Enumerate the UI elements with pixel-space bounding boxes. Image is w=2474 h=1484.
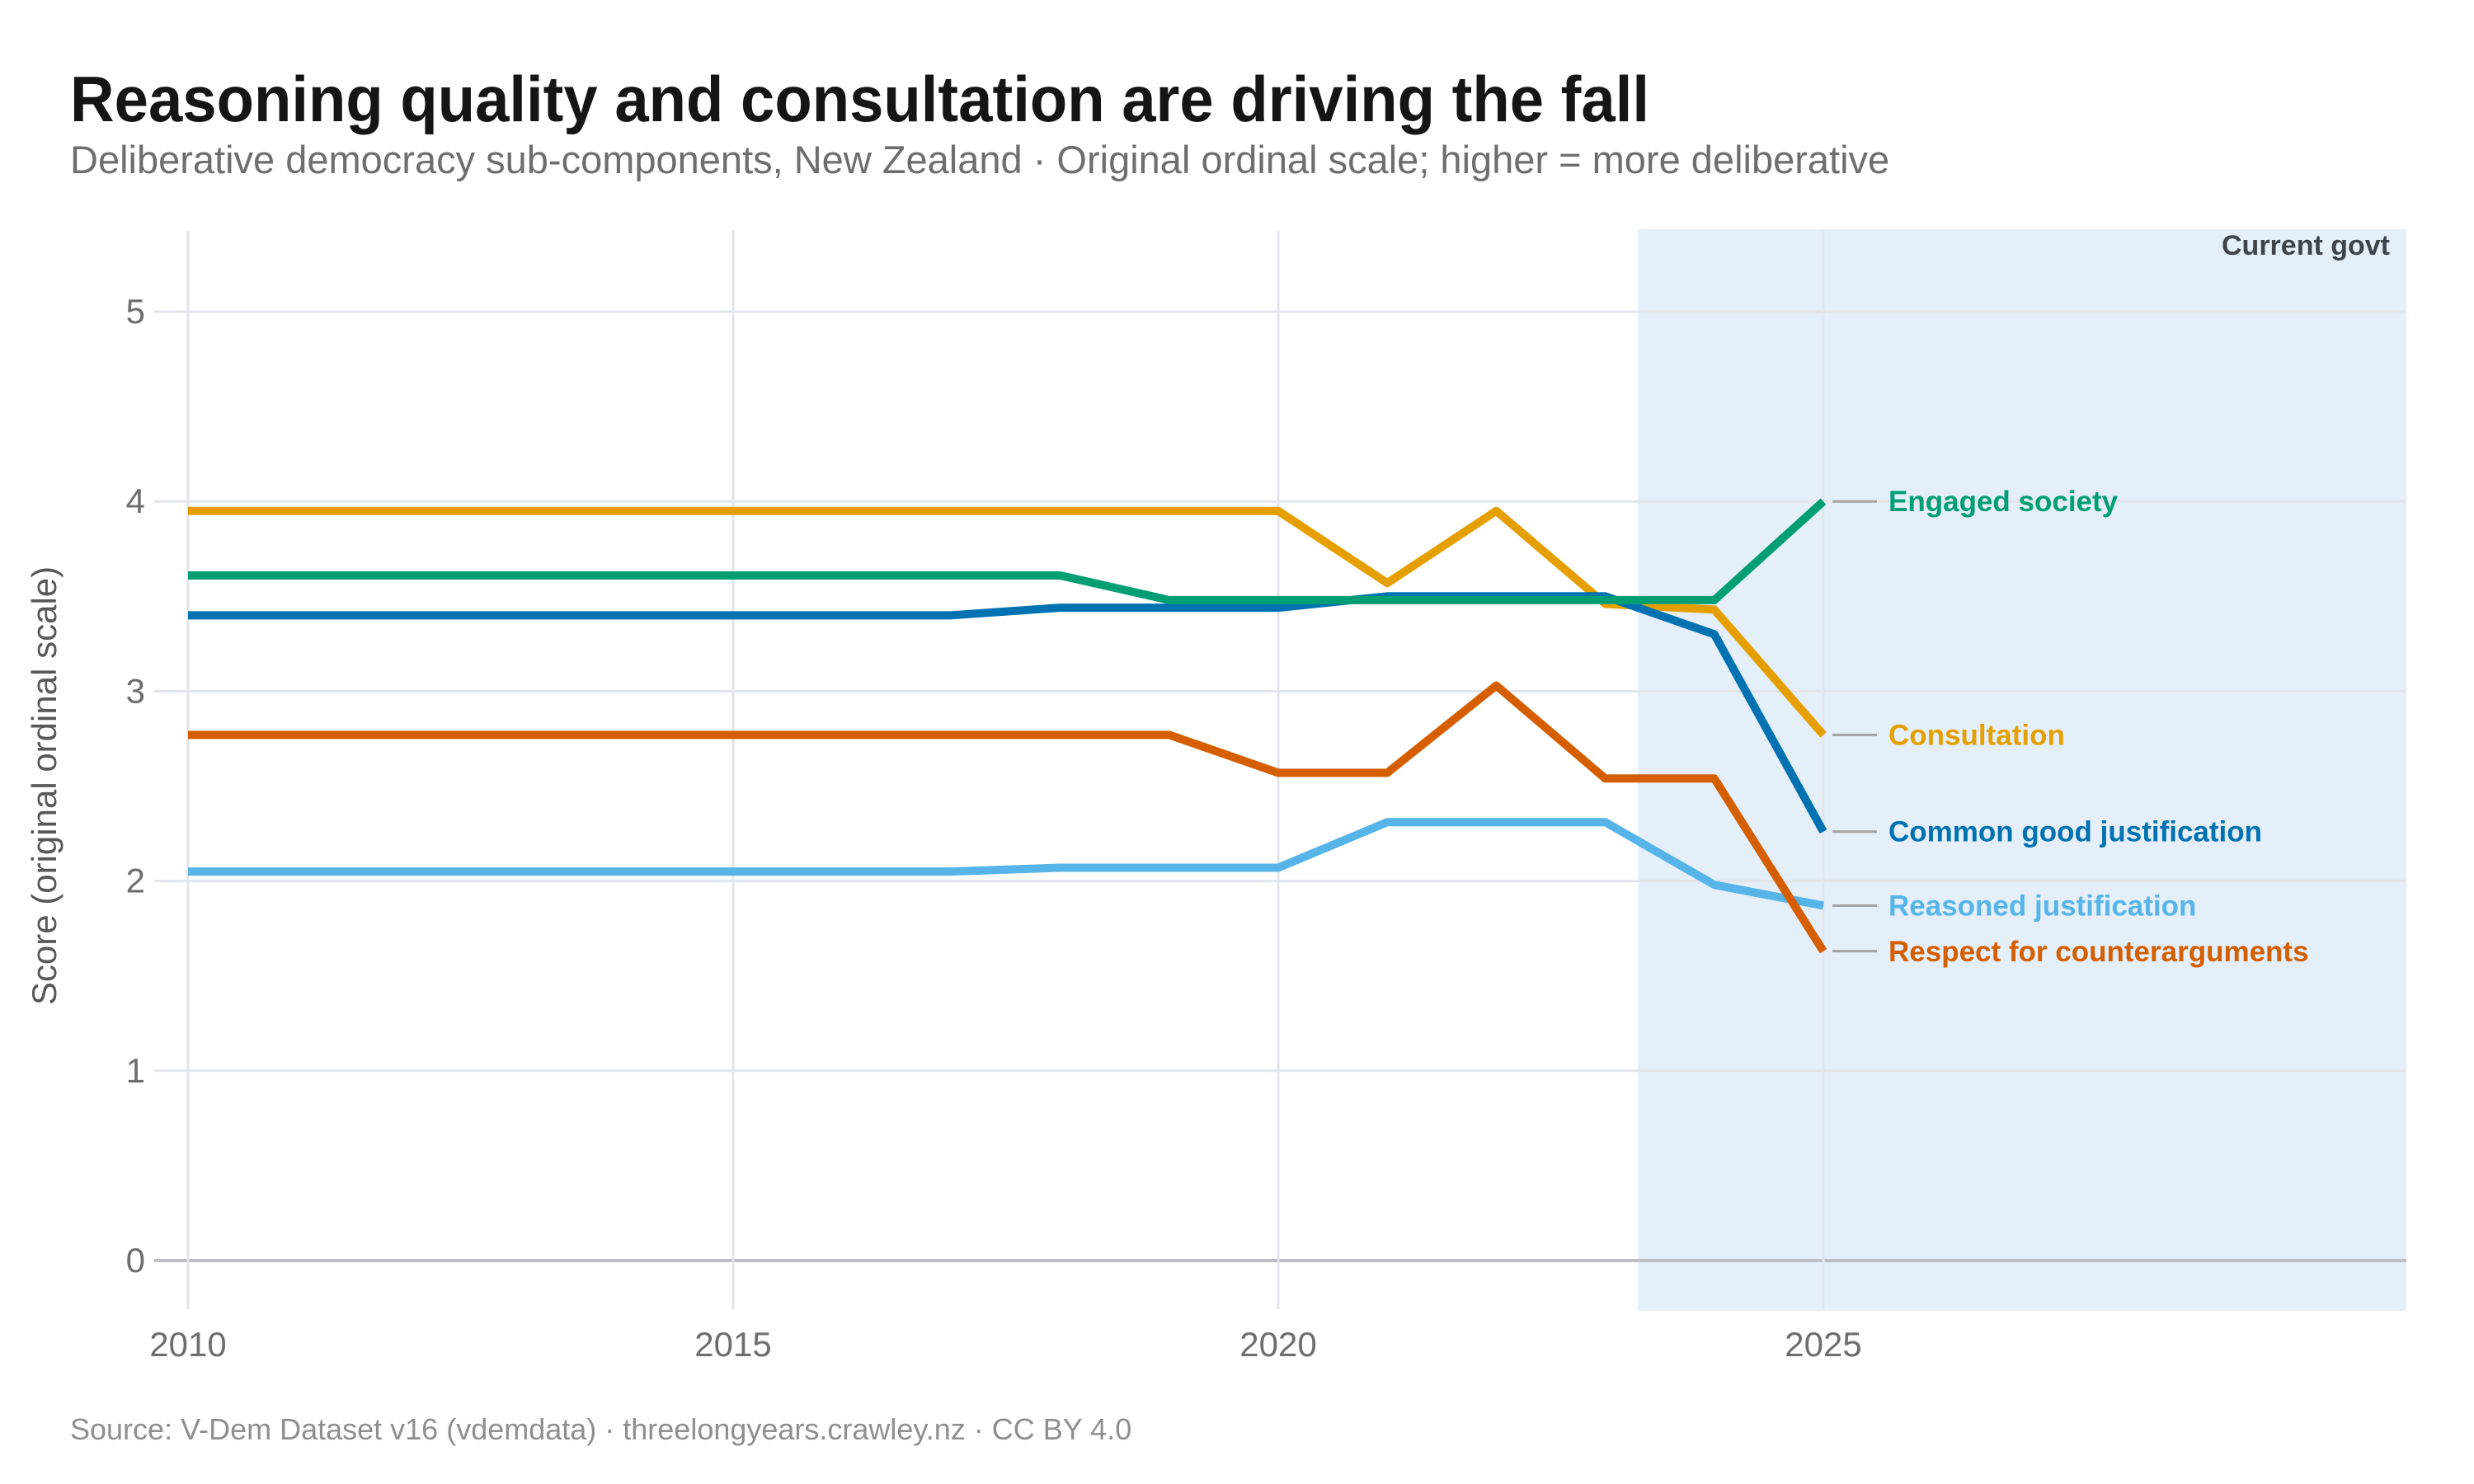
series-line-respect-for-counterarguments bbox=[188, 681, 1827, 954]
y-tick-label-4: 4 bbox=[126, 481, 145, 520]
series-label-respect-for-counterarguments: Respect for counterarguments bbox=[1888, 936, 2309, 968]
page-subtitle: Deliberative democracy sub-components, N… bbox=[70, 138, 1889, 181]
series-label-group: Engaged society Consultation Common good j… bbox=[1832, 486, 2309, 968]
series-label-engaged-society: Engaged society bbox=[1888, 486, 2119, 518]
series-label-common-good-justification: Common good justification bbox=[1888, 816, 2262, 848]
y-tick-label-3: 3 bbox=[126, 671, 145, 710]
series-group bbox=[188, 498, 1827, 954]
current-govt-band bbox=[1638, 229, 2406, 1311]
source-credit: Source: V-Dem Dataset v16 (vdemdata) · t… bbox=[70, 1412, 1131, 1446]
x-tick-label-2010: 2010 bbox=[149, 1325, 226, 1364]
series-label-reasoned-justification: Reasoned justification bbox=[1888, 890, 2196, 923]
series-line-common-good-justification bbox=[188, 592, 1827, 834]
y-tick-label-0: 0 bbox=[126, 1241, 145, 1280]
y-tick-label-2: 2 bbox=[126, 862, 145, 900]
series-line-reasoned-justification bbox=[188, 818, 1824, 910]
x-tick-label-2025: 2025 bbox=[1785, 1325, 1861, 1364]
y-tick-label-5: 5 bbox=[126, 292, 145, 331]
highlight-band-group bbox=[1638, 229, 2406, 1311]
axis-tick-group: 2010 2015 2020 2025 0 1 2 3 4 5 bbox=[126, 292, 1862, 1364]
current-govt-annotation: Current govt bbox=[2222, 230, 2390, 261]
series-line-consultation bbox=[188, 506, 1827, 738]
grid-group bbox=[154, 231, 2406, 1309]
series-label-consultation: Consultation bbox=[1888, 719, 2065, 751]
y-tick-label-1: 1 bbox=[126, 1051, 145, 1090]
page-title: Reasoning quality and consultation are d… bbox=[70, 63, 1649, 135]
series-line-engaged-society bbox=[188, 498, 1827, 604]
y-axis-title: Score (original ordinal scale) bbox=[25, 566, 63, 1005]
x-tick-label-2020: 2020 bbox=[1239, 1325, 1316, 1364]
x-tick-label-2015: 2015 bbox=[694, 1325, 771, 1364]
